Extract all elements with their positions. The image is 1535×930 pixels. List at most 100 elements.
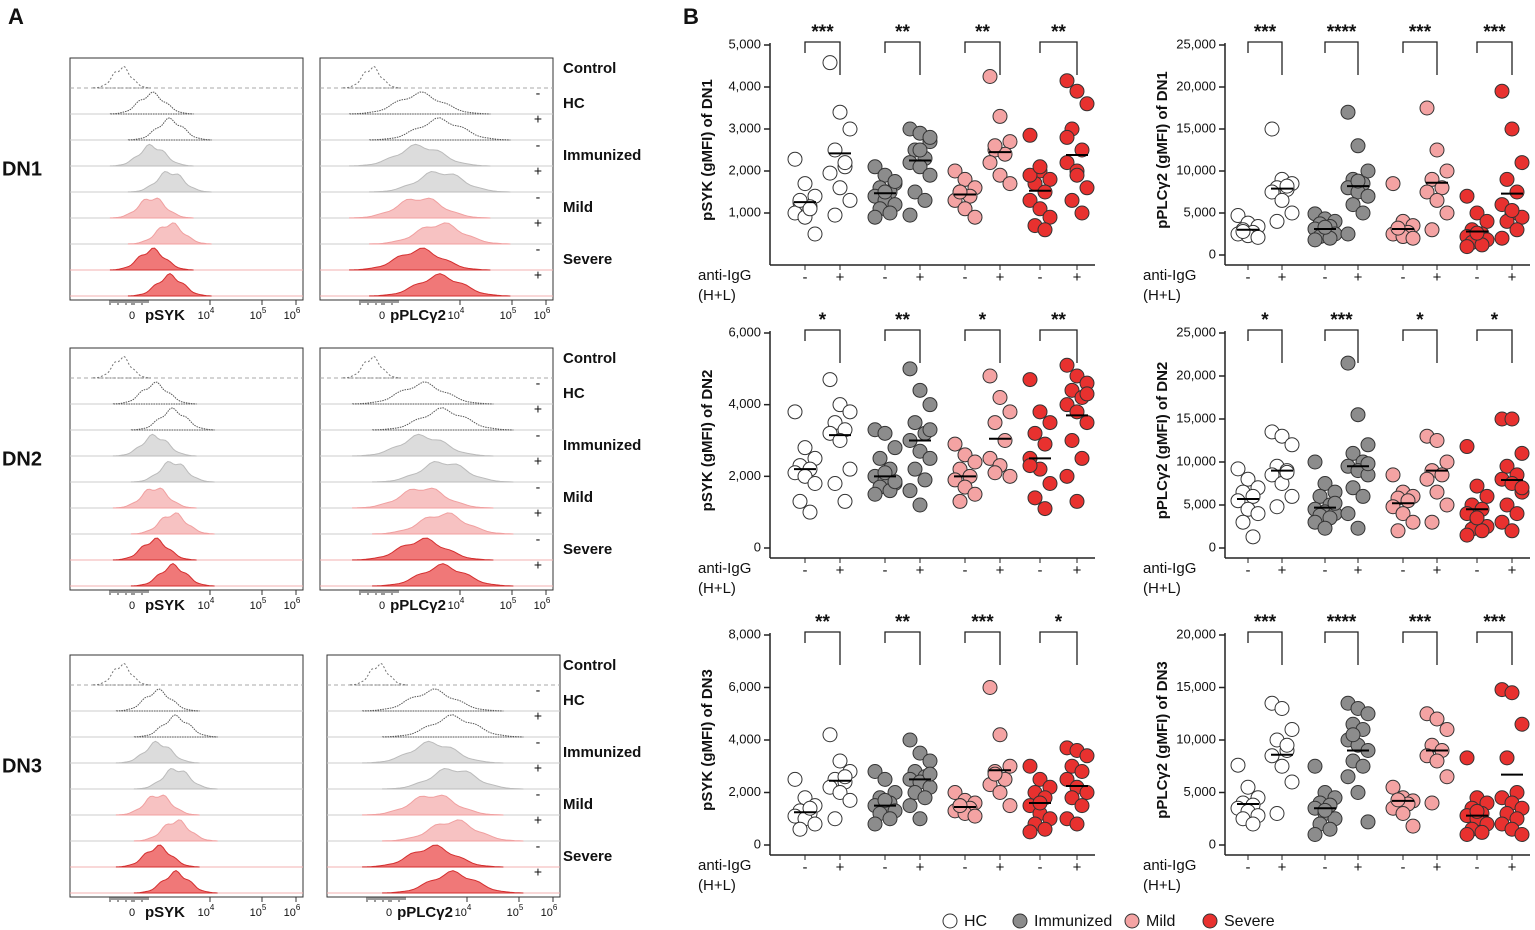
- row-label: DN3: [2, 755, 42, 777]
- data-point: [992, 108, 1008, 124]
- data-point: [787, 404, 803, 420]
- data-point: [1245, 816, 1261, 832]
- tick-exp: 4: [460, 596, 465, 605]
- data-point: [792, 192, 808, 208]
- significance-label: ***: [1483, 22, 1506, 43]
- data-point: [1284, 437, 1300, 453]
- legend-swatch: [942, 913, 958, 929]
- histogram-curve: [127, 170, 212, 193]
- data-point: [797, 440, 813, 456]
- legend-label: Severe: [1224, 913, 1275, 930]
- data-point: [842, 192, 858, 208]
- data-point: [867, 816, 883, 832]
- data-point: [1032, 771, 1048, 787]
- data-point: [1509, 506, 1525, 522]
- x-tick-label: -: [1401, 562, 1406, 579]
- tick-base: 10: [250, 907, 262, 919]
- histogram-curve: [352, 381, 494, 405]
- y-tick-label: 15,000: [1176, 120, 1216, 135]
- data-point: [1395, 806, 1411, 821]
- sign-label: -: [536, 838, 541, 854]
- histogram-curve: [109, 91, 194, 115]
- histogram-curve: [372, 407, 514, 431]
- data-point: [1230, 208, 1246, 224]
- significance-bracket: [1402, 41, 1438, 75]
- data-point: [1059, 357, 1075, 373]
- y-tick-label: 4,000: [728, 396, 761, 411]
- histogram-curve: [352, 433, 494, 457]
- data-point: [1079, 96, 1095, 112]
- data-point: [1284, 722, 1300, 737]
- data-point: [1042, 209, 1058, 225]
- x-tick-label: +: [916, 562, 925, 579]
- data-point: [1429, 753, 1445, 769]
- data-point: [1439, 769, 1455, 785]
- tick-base: 10: [541, 907, 553, 919]
- histogram-curve: [382, 819, 524, 842]
- marker-label: pPLCγ2: [390, 597, 446, 614]
- data-point: [1350, 407, 1366, 423]
- x-tick-label: -: [963, 859, 968, 876]
- histogram-curve: [130, 512, 215, 535]
- data-point: [827, 811, 843, 827]
- data-point: [1022, 167, 1038, 183]
- data-point: [1360, 456, 1376, 472]
- tick-base: 10: [250, 310, 262, 322]
- data-point: [1499, 171, 1515, 187]
- sign-label: -: [536, 137, 541, 153]
- tick-base: 10: [250, 600, 262, 612]
- data-point: [1499, 458, 1515, 474]
- x-axis-label: anti-IgG: [1143, 857, 1196, 874]
- tick-exp: 5: [262, 596, 267, 605]
- data-point: [967, 454, 983, 470]
- significance-bracket: [964, 329, 1001, 363]
- data-point: [952, 184, 968, 200]
- histogram-curve: [115, 844, 200, 868]
- sign-label: -: [536, 531, 541, 547]
- legend-swatch: [1202, 913, 1218, 929]
- data-point: [1419, 184, 1435, 200]
- condition-label: Mild: [563, 796, 593, 813]
- data-point: [1032, 404, 1048, 420]
- data-point: [1002, 468, 1018, 484]
- legend-label: Mild: [1146, 913, 1175, 930]
- x-tick-label: +: [1508, 269, 1517, 286]
- tick-exp: 6: [546, 306, 551, 315]
- data-point: [1479, 213, 1495, 229]
- data-point: [1499, 750, 1515, 766]
- data-point: [1360, 437, 1376, 453]
- data-point: [1074, 205, 1090, 221]
- data-point: [947, 163, 963, 179]
- data-point: [787, 771, 803, 787]
- data-point: [922, 450, 938, 466]
- data-point: [1032, 159, 1048, 175]
- x-tick-label: 104: [198, 903, 215, 919]
- data-point: [1274, 758, 1290, 774]
- data-point: [957, 201, 973, 217]
- y-tick-label: 8,000: [728, 626, 761, 641]
- significance-bracket: [1476, 631, 1513, 665]
- data-point: [1002, 134, 1018, 150]
- data-point: [907, 461, 923, 477]
- histogram-curve: [369, 273, 511, 297]
- sign-label: -: [536, 427, 541, 443]
- x-tick-label: 105: [250, 306, 267, 322]
- x-tick-label: +: [1073, 269, 1082, 286]
- data-point: [1074, 450, 1090, 466]
- tick-base: 10: [284, 907, 296, 919]
- y-tick-label: 0: [754, 539, 761, 554]
- significance-bracket: [804, 631, 841, 665]
- y-tick-label: 15,000: [1176, 679, 1216, 694]
- data-point: [1069, 816, 1085, 832]
- x-tick-label: +: [916, 269, 925, 286]
- x-axis-label: (H+L): [1143, 287, 1181, 304]
- data-point: [997, 433, 1013, 448]
- data-point: [1405, 818, 1421, 834]
- data-point: [882, 205, 898, 221]
- histogram-curve: [362, 844, 504, 868]
- data-point: [877, 184, 893, 200]
- data-point: [967, 808, 983, 824]
- x-tick-label: 0: [379, 310, 385, 322]
- marker-label: pPLCγ2: [397, 904, 453, 921]
- x-tick-label: -: [1323, 859, 1328, 876]
